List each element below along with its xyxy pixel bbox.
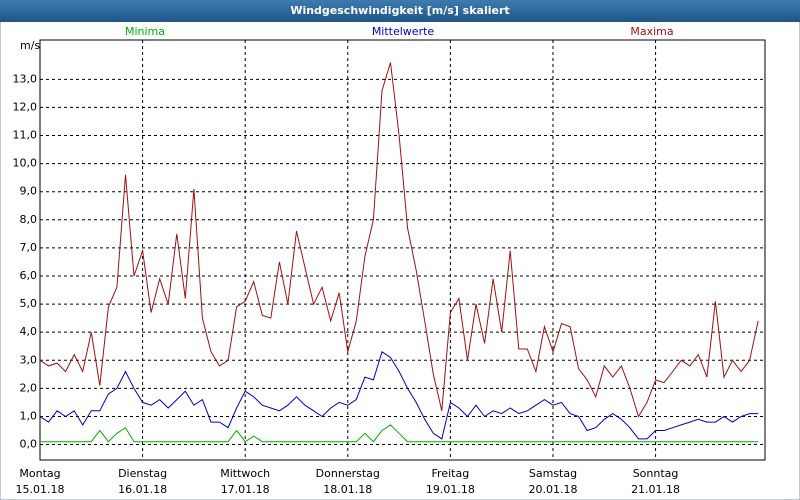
y-tick-label: 7,0: [20, 241, 38, 254]
data-line: [40, 424, 759, 443]
y-tick-label: 10,0: [13, 157, 38, 170]
x-tick-date: 16.01.18: [118, 483, 167, 496]
y-tick-label: 0,0: [20, 438, 38, 451]
x-tick-date: 18.01.18: [323, 483, 372, 496]
legend-label: Minima: [125, 25, 165, 38]
y-tick-label: 1,0: [20, 409, 38, 422]
legend-label: Maxima: [630, 25, 673, 38]
x-tick-label: Mittwoch: [220, 467, 270, 480]
x-tick-label: Freitag: [432, 467, 470, 480]
y-tick-label: 9,0: [20, 185, 38, 198]
y-tick-label: 13,0: [13, 72, 38, 85]
x-tick-date: 19.01.18: [426, 483, 475, 496]
x-tick-label: Samstag: [529, 467, 577, 480]
y-tick-label: 2,0: [20, 381, 38, 394]
x-tick-label: Montag: [19, 467, 60, 480]
x-tick-date: 21.01.18: [631, 483, 680, 496]
x-tick-label: Donnerstag: [316, 467, 380, 480]
x-tick-label: Sonntag: [633, 467, 679, 480]
legend-label: Mittelwerte: [372, 25, 435, 38]
title-bar: [0, 0, 800, 22]
y-tick-label: 3,0: [20, 353, 38, 366]
data-line: [39, 62, 759, 418]
plot-area: [39, 39, 766, 461]
y-tick-label: 11,0: [13, 129, 38, 142]
y-tick-label: 5,0: [20, 297, 38, 310]
y-tick-label: 12,0: [13, 100, 38, 113]
y-tick-label: 4,0: [20, 325, 38, 338]
x-tick-date: 15.01.18: [16, 483, 65, 496]
x-tick-date: 17.01.18: [221, 483, 270, 496]
chart-title: Windgeschwindigkeit [m/s] skaliert: [290, 4, 509, 17]
y-tick-label: 6,0: [20, 269, 38, 282]
x-tick-date: 20.01.18: [528, 483, 577, 496]
y-tick-label: 8,0: [20, 213, 38, 226]
data-line: [39, 351, 759, 440]
y-axis-unit: m/s: [20, 39, 40, 52]
x-tick-label: Dienstag: [118, 467, 167, 480]
